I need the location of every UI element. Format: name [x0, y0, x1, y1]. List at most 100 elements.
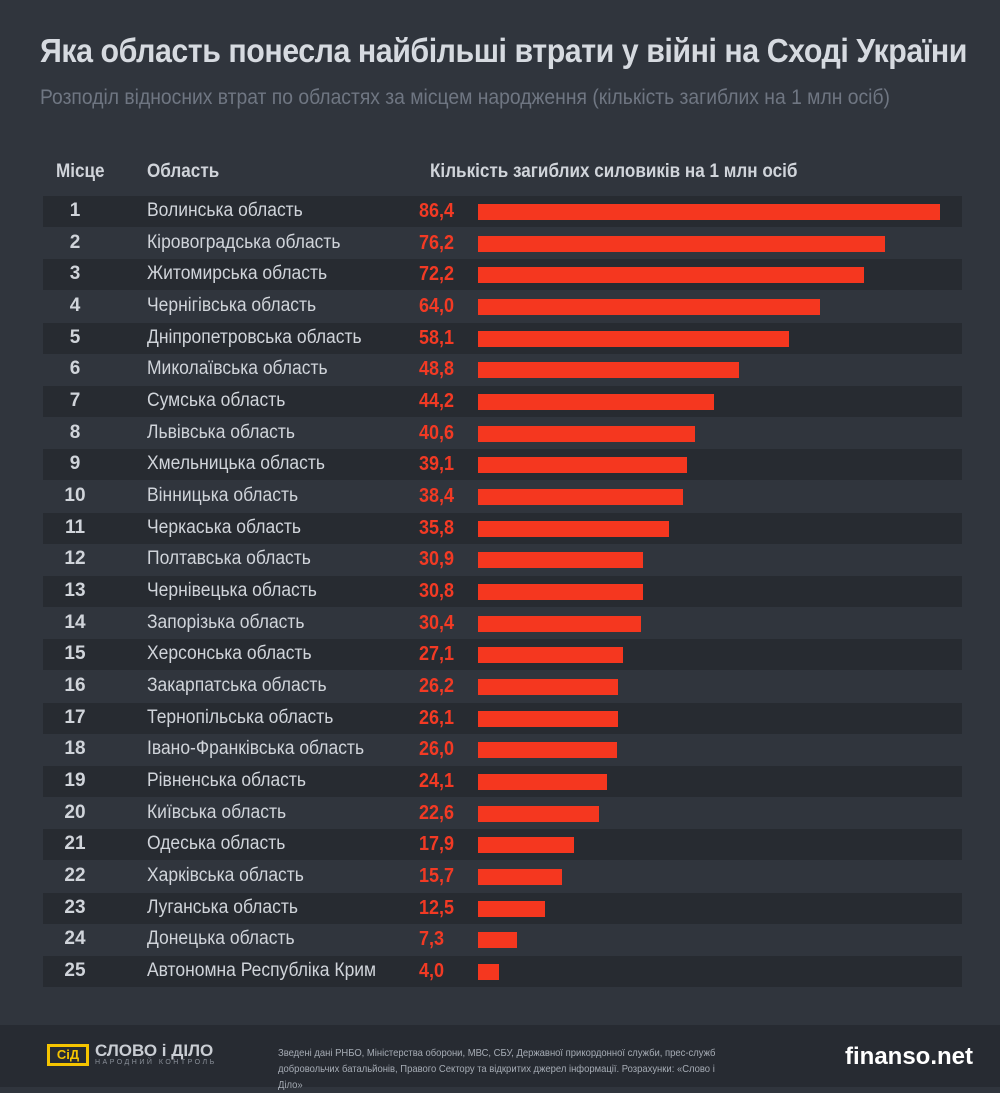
bar [478, 647, 623, 664]
rank-label: 6 [69, 358, 81, 380]
bar [478, 679, 619, 696]
rank-label: 24 [64, 928, 86, 950]
table-row: 23 Луганська область 12,5 [43, 892, 962, 924]
value-label: 26,0 [419, 738, 455, 761]
rank-label: 20 [64, 801, 86, 823]
value-label: 86,4 [419, 200, 455, 222]
logo-mark: СіД [47, 1043, 89, 1066]
region-label: Тернопільська область [147, 706, 334, 728]
region-label: Волинська область [147, 200, 303, 221]
region-label: Одеська область [147, 833, 286, 855]
rank-label: 23 [64, 896, 86, 918]
value-label: 22,6 [419, 801, 455, 824]
logo-name: СЛОВО і ДІЛО [95, 1041, 214, 1060]
value-label: 4,0 [419, 960, 445, 983]
watermark: finanso.net [845, 1043, 974, 1070]
region-label: Житомирська область [147, 263, 328, 285]
table-row: 7 Сумська область 44,2 [43, 386, 962, 418]
region-label: Івано-Франківська область [147, 738, 365, 760]
table-row: 19 Рівненська область 24,1 [43, 766, 962, 798]
table-row: 11 Черкаська область 35,8 [43, 512, 962, 544]
bar [478, 457, 688, 474]
bar [478, 425, 696, 442]
value-label: 72,2 [419, 263, 455, 286]
region-label: Кіровоградська область [147, 231, 341, 253]
bar [478, 552, 644, 569]
rank-label: 7 [69, 390, 81, 412]
table-row: 17 Тернопільська область 26,1 [43, 702, 962, 734]
region-label: Луганська область [147, 896, 298, 918]
rank-label: 5 [69, 326, 81, 348]
table-row: 5 Дніпропетровська область 58,1 [43, 322, 962, 354]
bar [478, 710, 618, 727]
table-row: 3 Житомирська область 72,2 [43, 259, 962, 291]
value-label: 27,1 [419, 643, 455, 666]
value-label: 38,4 [419, 485, 455, 508]
region-label: Донецька область [147, 928, 295, 950]
region-label: Автономна Республіка Крим [147, 960, 377, 982]
value-label: 39,1 [419, 453, 455, 476]
table-row: 24 Донецька область 7,3 [43, 924, 962, 955]
rank-label: 22 [64, 865, 86, 887]
bar [478, 964, 500, 981]
value-label: 30,4 [419, 611, 455, 634]
bar [478, 584, 643, 601]
table-row: 1 Волинська область 86,4 [43, 196, 962, 227]
rank-label: 3 [69, 263, 81, 285]
region-label: Харківська область [147, 865, 304, 887]
value-label: 44,2 [419, 390, 455, 413]
rank-label: 13 [64, 580, 86, 602]
table-row: 20 Київська область 22,6 [43, 798, 962, 829]
rank-label: 11 [64, 516, 86, 538]
value-label: 48,8 [419, 358, 455, 381]
rank-label: 21 [64, 833, 86, 855]
bar [478, 235, 886, 252]
region-label: Полтавська область [147, 548, 311, 570]
bar [478, 932, 518, 949]
table-row: 13 Чернівецька область 30,8 [43, 576, 962, 608]
region-label: Черкаська область [147, 516, 302, 538]
rank-label: 18 [64, 738, 86, 760]
value-label: 26,1 [419, 706, 455, 729]
table-row: 9 Хмельницька область 39,1 [43, 449, 962, 481]
bar [478, 837, 574, 854]
logo-tagline: НАРОДНИЙ КОНТРОЛЬ [95, 1059, 217, 1066]
rank-label: 12 [64, 548, 86, 570]
bar [478, 742, 618, 759]
table-row: 8 Львівська область 40,6 [43, 418, 962, 449]
bar [478, 362, 739, 379]
value-label: 17,9 [419, 833, 455, 856]
rank-label: 25 [64, 960, 86, 982]
bar [478, 520, 670, 537]
value-label: 24,1 [419, 770, 455, 793]
header-region: Область [147, 161, 220, 182]
table-row: 2 Кіровоградська область 76,2 [43, 228, 962, 259]
rank-label: 10 [64, 485, 86, 507]
value-label: 12,5 [419, 896, 455, 919]
value-label: 35,8 [419, 516, 455, 539]
value-label: 76,2 [419, 231, 455, 254]
value-label: 7,3 [419, 928, 445, 951]
chart-subtitle: Розподіл відносних втрат по областях за … [40, 86, 890, 109]
table-row: 25 Автономна Республіка Крим 4,0 [43, 956, 962, 988]
table-row: 4 Чернігівська область 64,0 [43, 291, 962, 322]
bar [478, 805, 599, 822]
bar [478, 299, 821, 315]
rank-label: 17 [64, 706, 86, 728]
bar [478, 267, 865, 284]
region-label: Миколаївська область [147, 358, 328, 380]
bar [478, 204, 940, 220]
rank-label: 1 [69, 200, 81, 221]
rank-label: 19 [64, 770, 86, 792]
rank-label: 16 [64, 675, 86, 697]
region-label: Чернігівська область [147, 295, 317, 316]
footer: СіД СЛОВО і ДІЛО НАРОДНИЙ КОНТРОЛЬ Зведе… [0, 1025, 1000, 1091]
rank-label: 14 [64, 611, 86, 633]
region-label: Рівненська область [147, 770, 307, 792]
region-label: Київська область [147, 801, 287, 823]
table-row: 21 Одеська область 17,9 [43, 829, 962, 861]
table-row: 6 Миколаївська область 48,8 [43, 354, 962, 385]
table-row: 10 Вінницька область 38,4 [43, 481, 962, 512]
table-row: 16 Закарпатська область 26,2 [43, 671, 962, 702]
sources-note: Зведені дані РНБО, Міністерства оборони,… [278, 1047, 716, 1091]
